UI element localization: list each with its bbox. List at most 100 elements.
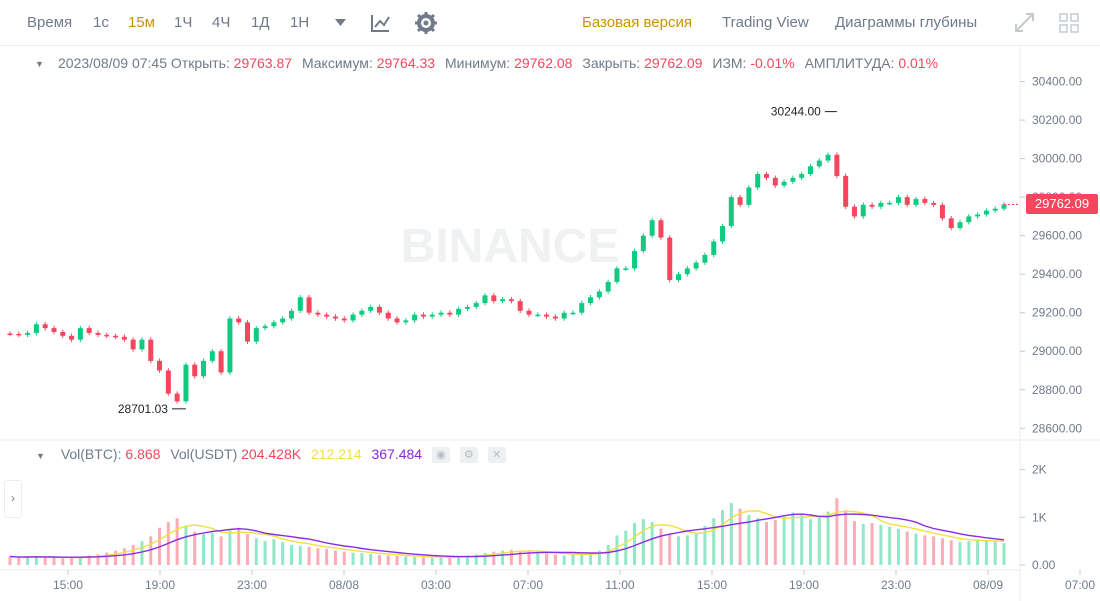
candle-body bbox=[561, 312, 567, 319]
time-tick-label: 19:00 bbox=[789, 578, 819, 592]
candle-body bbox=[667, 237, 673, 280]
candle-body bbox=[412, 314, 418, 321]
candle-body bbox=[579, 303, 585, 313]
candle-body bbox=[104, 334, 110, 337]
candle-body bbox=[640, 235, 646, 252]
candle-body bbox=[904, 197, 910, 205]
volume-bar bbox=[791, 512, 795, 565]
time-tick-label: 11:00 bbox=[605, 578, 634, 592]
price-tick-label: 28600.00 bbox=[1032, 421, 1082, 435]
volume-bar bbox=[246, 533, 250, 565]
candle-body bbox=[790, 177, 796, 182]
candle-body bbox=[799, 174, 805, 178]
candle-body bbox=[720, 226, 726, 242]
volume-bar bbox=[624, 530, 628, 565]
view-basic[interactable]: Базовая версия bbox=[582, 14, 692, 31]
volume-bar bbox=[808, 519, 812, 565]
candle-body bbox=[482, 295, 488, 304]
volume-bar bbox=[439, 557, 443, 565]
interval-1w[interactable]: 1Н bbox=[290, 14, 310, 31]
price-tick-label: 30200.00 bbox=[1032, 113, 1082, 127]
view-depth[interactable]: Диаграммы глубины bbox=[835, 14, 978, 31]
volume-bar bbox=[263, 541, 267, 565]
ohlc-legend: ▼ 2023/08/09 07:45 Открыть: 29763.87 Мак… bbox=[35, 55, 944, 71]
volume-bar bbox=[149, 536, 153, 565]
volume-bar bbox=[967, 541, 971, 565]
volume-bar bbox=[114, 550, 118, 565]
candle-body bbox=[315, 312, 321, 315]
candle-body bbox=[570, 312, 576, 315]
candle-body bbox=[632, 251, 638, 269]
candle-body bbox=[500, 299, 506, 302]
candle-body bbox=[983, 210, 989, 215]
candle-body bbox=[429, 314, 435, 317]
candle-body bbox=[350, 314, 356, 321]
price-tick-label: 29400.00 bbox=[1032, 267, 1082, 281]
sidebar-toggle-button[interactable]: › bbox=[4, 480, 22, 518]
volume-bar bbox=[404, 556, 408, 565]
volume-bar bbox=[369, 554, 373, 565]
interval-1d[interactable]: 1Д bbox=[251, 14, 270, 31]
candle-body bbox=[157, 360, 163, 371]
candle-body bbox=[42, 324, 48, 329]
candle-body bbox=[280, 318, 286, 323]
candle-body bbox=[807, 166, 813, 175]
candle-body bbox=[209, 351, 215, 361]
low-marker-label: 28701.03 bbox=[118, 402, 168, 416]
candle-body bbox=[526, 310, 532, 315]
interval-1h[interactable]: 1Ч bbox=[174, 14, 193, 31]
time-label[interactable]: Время bbox=[27, 14, 73, 31]
candle-body bbox=[676, 274, 682, 280]
candle-body bbox=[341, 318, 347, 321]
amplitude-value: 0.01% bbox=[898, 55, 939, 71]
volume-bar bbox=[949, 540, 953, 565]
candle-body bbox=[693, 262, 699, 269]
volume-bar bbox=[17, 557, 21, 565]
volume-bar bbox=[254, 538, 258, 565]
candle-body bbox=[33, 324, 39, 333]
volume-bar bbox=[34, 555, 38, 565]
candle-body bbox=[218, 351, 224, 373]
candle-body bbox=[236, 318, 242, 323]
candle-body bbox=[121, 336, 127, 340]
volume-bar bbox=[958, 542, 962, 565]
eye-icon[interactable]: ◉ bbox=[431, 447, 450, 464]
volume-bar bbox=[932, 536, 936, 565]
candle-body bbox=[174, 393, 180, 402]
view-tradingview[interactable]: Trading View bbox=[722, 14, 809, 31]
time-tick-label: 03:00 bbox=[421, 578, 451, 592]
candle-body bbox=[623, 268, 629, 270]
close-icon[interactable]: ✕ bbox=[487, 447, 506, 464]
volume-bar bbox=[325, 548, 329, 565]
candle-body bbox=[851, 206, 857, 217]
volume-bar bbox=[606, 544, 610, 565]
candle-body bbox=[649, 220, 655, 236]
volume-collapse-icon[interactable]: ▼ bbox=[36, 451, 45, 461]
candle-body bbox=[447, 312, 453, 315]
collapse-caret-icon[interactable]: ▼ bbox=[35, 59, 44, 69]
interval-1s[interactable]: 1с bbox=[93, 14, 109, 31]
volume-bar bbox=[61, 558, 65, 565]
volume-bar bbox=[43, 557, 47, 565]
vol-ma1-value: 212.214 bbox=[310, 446, 362, 462]
volume-bar bbox=[580, 554, 584, 565]
interval-15m[interactable]: 15м bbox=[128, 14, 155, 31]
candle-body bbox=[948, 218, 954, 228]
candle-body bbox=[957, 222, 963, 228]
settings-icon[interactable]: ⚙ bbox=[459, 447, 478, 464]
volume-bar bbox=[87, 555, 91, 565]
candle-body bbox=[658, 220, 664, 238]
time-tick-label: 19:00 bbox=[145, 578, 175, 592]
volume-bar bbox=[298, 545, 302, 565]
candle-body bbox=[588, 297, 594, 304]
volume-bar bbox=[712, 518, 716, 565]
amplitude-label: АМПЛИТУДА: bbox=[804, 55, 895, 71]
volume-bar bbox=[448, 556, 452, 565]
candle-body bbox=[262, 326, 268, 329]
interval-4h[interactable]: 4Ч bbox=[212, 14, 231, 31]
candle-body bbox=[895, 197, 901, 203]
vol-btc-label: Vol(BTC): bbox=[60, 446, 122, 462]
volume-bar bbox=[237, 527, 241, 565]
low-value: 29762.08 bbox=[514, 55, 573, 71]
